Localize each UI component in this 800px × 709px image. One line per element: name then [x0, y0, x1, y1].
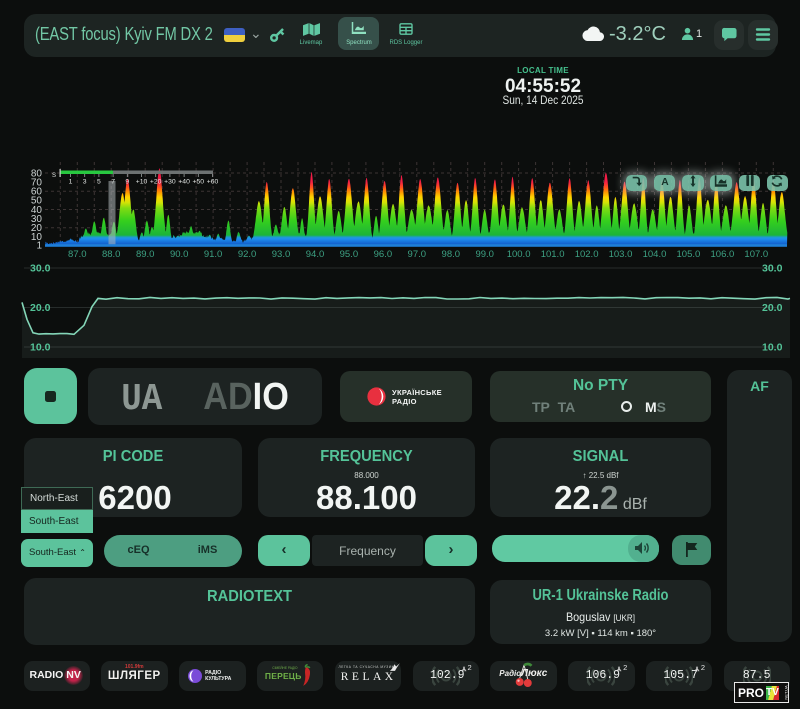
svg-text:101.0: 101.0 [541, 249, 565, 260]
svg-text:89.0: 89.0 [136, 249, 155, 260]
svg-text:99.0: 99.0 [475, 249, 494, 260]
svg-text:80: 80 [31, 169, 43, 180]
svg-text:95.0: 95.0 [340, 249, 359, 260]
svg-text:87.0: 87.0 [68, 249, 87, 260]
svg-text:10.0: 10.0 [30, 342, 51, 354]
svg-text:104.0: 104.0 [643, 249, 667, 260]
svg-text:98.0: 98.0 [442, 249, 461, 260]
svg-text:105.0: 105.0 [677, 249, 701, 260]
svg-text:30.0: 30.0 [762, 263, 783, 275]
svg-text:30: 30 [31, 214, 43, 225]
svg-text:7: 7 [111, 179, 115, 186]
svg-text:103.0: 103.0 [609, 249, 633, 260]
svg-text:+50: +50 [193, 179, 205, 186]
svg-text:91.0: 91.0 [204, 249, 223, 260]
svg-text:20.0: 20.0 [762, 302, 783, 314]
svg-text:10: 10 [31, 232, 43, 243]
svg-text:1: 1 [36, 240, 42, 251]
svg-text:97.0: 97.0 [408, 249, 427, 260]
svg-text:30.0: 30.0 [30, 263, 51, 275]
svg-text:60: 60 [31, 187, 43, 198]
svg-text:106.0: 106.0 [711, 249, 735, 260]
svg-text:3: 3 [83, 179, 87, 186]
svg-text:10.0: 10.0 [762, 342, 783, 354]
svg-text:5: 5 [97, 179, 101, 186]
svg-text:9: 9 [125, 179, 129, 186]
svg-text:+20: +20 [150, 179, 162, 186]
svg-text:90.0: 90.0 [170, 249, 189, 260]
svg-text:+60: +60 [207, 179, 219, 186]
svg-text:+10: +10 [136, 179, 148, 186]
svg-text:93.0: 93.0 [272, 249, 291, 260]
svg-text:96.0: 96.0 [374, 249, 393, 260]
svg-text:+40: +40 [178, 179, 190, 186]
svg-text:102.0: 102.0 [575, 249, 599, 260]
svg-text:92.0: 92.0 [238, 249, 257, 260]
svg-text:94.0: 94.0 [306, 249, 325, 260]
svg-text:40: 40 [31, 205, 43, 216]
svg-text:A: A [661, 176, 669, 186]
svg-text:1: 1 [69, 179, 73, 186]
svg-text:70: 70 [31, 178, 43, 189]
svg-text:20.0: 20.0 [30, 302, 51, 314]
svg-text:20: 20 [31, 223, 43, 234]
svg-text:107.0: 107.0 [744, 249, 768, 260]
svg-text:88.0: 88.0 [102, 249, 121, 260]
svg-text:+30: +30 [164, 179, 176, 186]
svg-text:50: 50 [31, 196, 43, 207]
svg-text:100.0: 100.0 [507, 249, 531, 260]
svg-text:S: S [52, 173, 56, 179]
